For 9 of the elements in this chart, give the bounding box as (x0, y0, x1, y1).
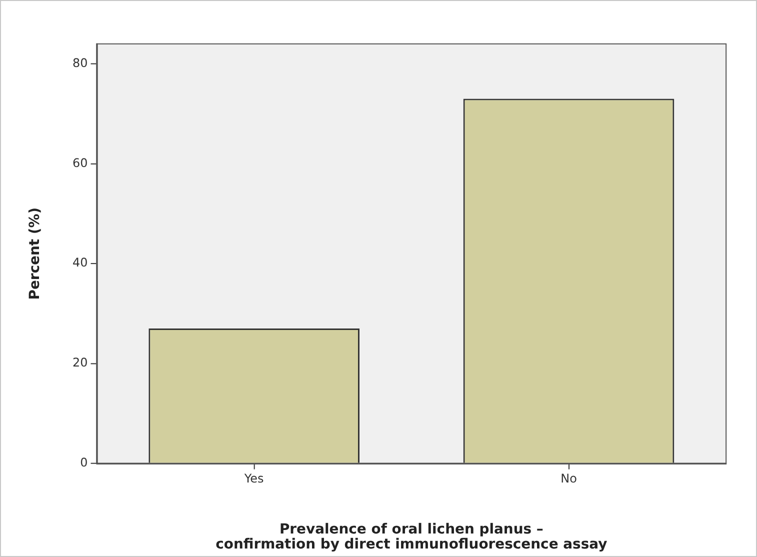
y-axis-title: Percent (%) (26, 207, 43, 300)
y-tick-label: 40 (72, 256, 88, 270)
x-tick-label: Yes (243, 472, 264, 486)
y-tick-label: 60 (72, 156, 88, 170)
y-tick-label: 80 (72, 56, 88, 70)
x-tick-label: No (560, 472, 577, 486)
y-tick-label: 20 (72, 356, 88, 370)
x-axis-title: Prevalence of oral lichen planus – confirmation by direct immunofluorescence assay (216, 522, 608, 552)
y-tick-label: 0 (80, 455, 88, 470)
